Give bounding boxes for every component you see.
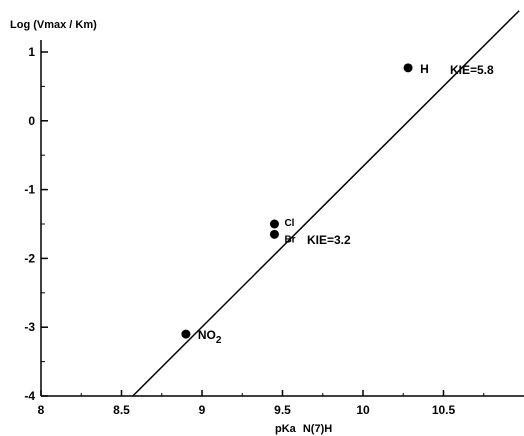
x-axis-title-main: pKa (275, 423, 297, 435)
axes (40, 40, 524, 397)
y-tick-label: 0 (28, 114, 35, 128)
point-label-text: H (420, 62, 429, 76)
y-tick-label: -4 (24, 389, 35, 403)
x-tick-label: 10 (356, 403, 370, 417)
point-label-br: Br (284, 234, 295, 245)
point-label-text: NO (198, 328, 216, 342)
x-tick-label: 8.5 (113, 403, 130, 417)
ticks: -4 -3 -2 -1 0 1 8 8.5 9 9.5 10 10.5 (24, 45, 485, 417)
y-tick-label: 1 (28, 45, 35, 59)
x-tick-label: 8 (38, 403, 45, 417)
y-tick-label: -3 (24, 320, 35, 334)
data-point-h (403, 63, 413, 73)
data-point-no (181, 329, 191, 339)
x-tick-label: 9.5 (274, 403, 291, 417)
point-label-h: H (420, 62, 429, 76)
x-axis-title-sub: N(7)H (303, 423, 332, 435)
point-label-text: Br (284, 234, 295, 245)
annotation-kie-br: KIE=3.2 (307, 233, 351, 247)
x-tick-label: 10.5 (432, 403, 456, 417)
point-label-cl: Cl (284, 218, 294, 229)
point-label-no: NO2 (198, 328, 222, 346)
x-axis-title: pKa N(7)H (275, 423, 332, 435)
point-label-text: Cl (284, 218, 294, 229)
y-tick-label: -1 (24, 183, 35, 197)
data-points (181, 63, 413, 339)
data-point-cl (269, 219, 279, 229)
data-point-br (269, 229, 279, 239)
annotation-kie-h: KIE=5.8 (450, 63, 494, 77)
y-tick-label: -2 (24, 251, 35, 265)
x-tick-label: 9 (199, 403, 206, 417)
point-labels: NO2 Cl Br H (198, 62, 429, 346)
y-axis-title: Log (Vmax / Km) (10, 19, 97, 31)
fit-line (132, 10, 520, 397)
point-label-subscript: 2 (216, 335, 222, 346)
